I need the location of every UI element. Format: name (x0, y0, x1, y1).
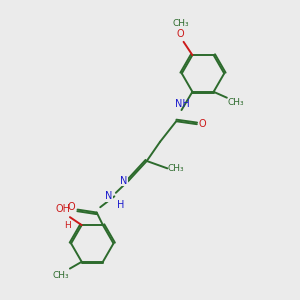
Text: N: N (120, 176, 127, 186)
Text: H: H (64, 220, 71, 230)
Text: O: O (67, 202, 75, 212)
Text: H: H (117, 200, 124, 210)
Text: N: N (105, 191, 113, 201)
Text: CH₃: CH₃ (172, 19, 189, 28)
Text: CH₃: CH₃ (168, 164, 184, 173)
Text: CH₃: CH₃ (227, 98, 244, 106)
Text: O: O (177, 28, 184, 39)
Text: NH: NH (175, 99, 190, 109)
Text: O: O (199, 119, 206, 129)
Text: CH₃: CH₃ (53, 271, 69, 280)
Text: OH: OH (55, 204, 70, 214)
